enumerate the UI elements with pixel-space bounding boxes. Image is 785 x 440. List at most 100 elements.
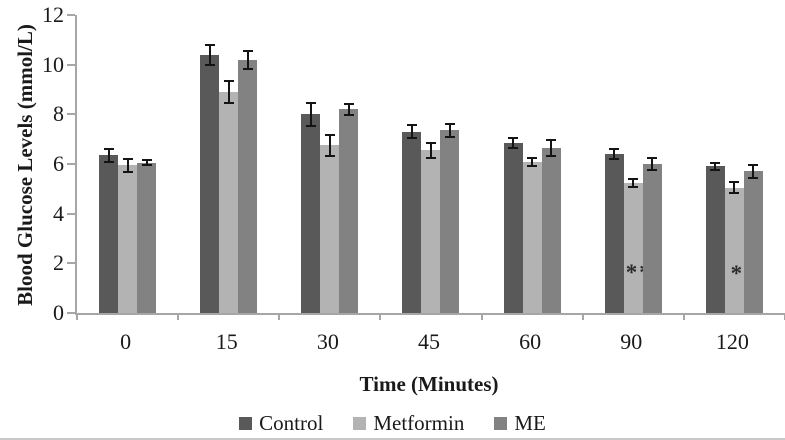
x-axis-labels: 0 15 30 45 60 90 120 [75, 329, 783, 355]
error-bar-cap-bottom [406, 137, 417, 140]
x-tick-label-0: 0 [120, 329, 132, 354]
error-bar-me-90 [647, 156, 658, 172]
bar-control-0 [99, 147, 119, 313]
bar-me-45 [440, 123, 460, 313]
plot-area: 0 2 4 6 8 10 12 ** * [42, 2, 785, 325]
error-bar-line [733, 181, 736, 194]
legend: Control Metformin ME [0, 411, 785, 436]
y-tick-mark [67, 63, 75, 66]
error-bar-control-45 [406, 124, 417, 140]
error-bar-cap-bottom [324, 154, 335, 157]
error-bar-cap-top [406, 124, 417, 127]
error-bar-cap-top [103, 147, 114, 150]
error-bar-cap-top [305, 101, 316, 104]
error-bar-me-45 [444, 123, 455, 138]
error-bar-line [429, 141, 432, 160]
error-bar-line [246, 49, 249, 70]
error-bar-line [328, 134, 331, 157]
error-bar-cap-bottom [628, 185, 639, 188]
error-bar-line [208, 43, 211, 66]
bar-control-45 [402, 124, 422, 313]
legend-item-me: ME [494, 411, 546, 436]
bar-metformin-60 [522, 156, 542, 313]
error-bar-line [347, 103, 350, 116]
bar-control-90 [604, 147, 624, 313]
error-bar-line [550, 139, 553, 157]
error-bar-line [613, 147, 616, 161]
y-tick-label-8: 8 [53, 101, 64, 127]
error-bar-cap-bottom [444, 135, 455, 138]
error-bar-me-15 [242, 49, 253, 70]
error-bar-cap-bottom [710, 169, 721, 172]
error-bar-cap-top [508, 136, 519, 139]
bar-group-15 [178, 15, 279, 313]
x-tick-label-45: 45 [417, 329, 440, 354]
bar-me-120 [743, 164, 763, 313]
legend-label-metformin: Metformin [373, 411, 465, 435]
error-bar-metformin-15 [223, 79, 234, 105]
error-bar-cap-top [444, 123, 455, 126]
error-bar-cap-bottom [425, 157, 436, 160]
legend-item-metformin: Metformin [353, 411, 464, 436]
bar-control-60 [503, 136, 523, 313]
y-tick-mark [67, 14, 75, 16]
bar-metformin-15 [219, 79, 239, 313]
y-tick-label-0: 0 [53, 300, 64, 325]
bar-me-60 [541, 139, 561, 313]
error-bar-cap-top [647, 156, 658, 159]
x-tick-mark [177, 313, 180, 320]
legend-swatch-metformin [353, 417, 367, 430]
bar-group-120: * [684, 15, 785, 313]
bar-control-30 [301, 101, 321, 313]
legend-label-control: Control [259, 411, 324, 435]
error-bar-cap-top [609, 147, 620, 150]
y-tick-label-12: 12 [42, 2, 64, 27]
error-bar-cap-top [141, 159, 152, 162]
x-tick-mark [581, 313, 584, 320]
error-bar-cap-top [343, 103, 354, 106]
error-bar-cap-top [425, 141, 436, 144]
x-axis-title: Time (Minutes) [359, 372, 499, 396]
error-bar-cap-bottom [242, 67, 253, 70]
error-bar-line [145, 159, 148, 167]
error-bar-me-30 [343, 103, 354, 116]
error-bar-metformin-120 [729, 181, 740, 194]
error-bar-line [107, 147, 110, 163]
bar-group-0 [77, 15, 178, 313]
error-bar-me-60 [546, 139, 557, 157]
x-tick-mark [682, 313, 685, 320]
significance-marker-120: * [730, 260, 745, 286]
legend-swatch-me [494, 417, 508, 430]
error-bar-control-60 [508, 136, 519, 150]
error-bar-cap-top [527, 156, 538, 159]
bar-metformin-30 [320, 134, 340, 313]
error-bar-line [714, 161, 717, 172]
error-bar-cap-bottom [141, 164, 152, 167]
error-bar-metformin-30 [324, 134, 335, 157]
x-tick-label-60: 60 [519, 329, 542, 354]
error-bar-cap-top [748, 164, 759, 167]
error-bar-cap-bottom [122, 170, 133, 173]
y-tick-label-2: 2 [53, 250, 64, 276]
x-tick-mark [76, 313, 78, 320]
x-tick-mark [480, 313, 483, 320]
error-bar-metformin-45 [425, 141, 436, 160]
legend-item-control: Control [239, 411, 323, 436]
error-bar-me-0 [141, 159, 152, 167]
error-bar-metformin-0 [122, 157, 133, 173]
y-tick-mark [67, 113, 75, 116]
error-bar-metformin-60 [527, 156, 538, 167]
error-bar-cap-top [324, 134, 335, 137]
error-bar-cap-top [710, 161, 721, 164]
bar-me-0 [137, 159, 157, 313]
y-tick-label-4: 4 [53, 200, 64, 226]
error-bar-cap-bottom [647, 169, 658, 172]
error-bar-cap-bottom [204, 63, 215, 66]
error-bar-line [410, 124, 413, 140]
y-tick-mark [67, 163, 75, 165]
y-tick-mark [67, 212, 75, 215]
error-bar-cap-bottom [546, 154, 557, 157]
y-tick-mark [67, 312, 75, 314]
bar-metformin-0 [118, 157, 138, 313]
bar-group-90: ** [583, 15, 684, 313]
